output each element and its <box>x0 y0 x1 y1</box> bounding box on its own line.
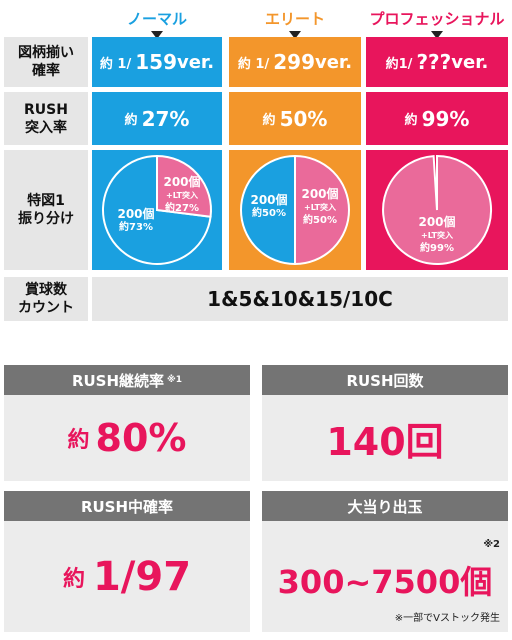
rush-prob-header: RUSH中確率 <box>4 491 250 521</box>
elite-slice-a-line2: 約50% <box>252 208 286 219</box>
elite-slice-a-text: 200個 約50% <box>249 194 289 220</box>
elite-slice-b-text: 200個 +LT突入 約50% <box>299 188 341 227</box>
normal-slice-a-text: 200個 +LT突入 約27% <box>160 176 204 215</box>
rounds-value: 140回 <box>326 419 444 464</box>
probability-normal: 約 1/159 ver. <box>92 37 222 87</box>
payout-body: ※2 300~7500個 ※一部でVストック発生 <box>262 521 508 632</box>
payout-value: 300~7500個 <box>277 562 493 601</box>
elite-slice-b-line1: 200個 <box>301 187 339 201</box>
payout-note: ※2 <box>483 539 500 550</box>
payout-footnote: ※一部でVストック発生 <box>394 613 500 624</box>
mode-elite-header: エリート <box>229 8 361 39</box>
probability-normal-prefix: 約 1/ <box>99 56 132 72</box>
pro-slice-a-line1: 200個 <box>418 215 456 229</box>
probability-normal-value: 159 <box>135 50 177 74</box>
continuation-header: RUSH継続率 ※1 <box>4 365 250 395</box>
rush-entry-normal-prefix: 約 <box>124 113 138 128</box>
rush-entry-elite: 約 50% <box>229 92 361 145</box>
payout-title: 大当り出玉 <box>347 497 423 516</box>
rush-entry-pro-prefix: 約 <box>404 113 418 128</box>
row-label-rush-entry: RUSH 突入率 <box>4 92 88 145</box>
pro-slice-a-line2: +LT突入 <box>421 231 453 240</box>
rounds-title: RUSH回数 <box>346 371 424 390</box>
normal-slice-b-text: 200個 約73% <box>114 208 158 234</box>
probability-pro-value: ??? <box>416 50 452 74</box>
count-value: 1&5&10&15/10C <box>92 277 508 321</box>
normal-slice-b-line2: 約73% <box>119 222 153 233</box>
rush-entry-elite-value: 50% <box>279 106 328 131</box>
elite-slice-b-line3: 約50% <box>303 215 337 226</box>
rush-prob-value: 1/97 <box>92 553 192 600</box>
probability-elite-value: 299 <box>273 50 315 74</box>
pie-slice-elite-50-left <box>240 154 296 266</box>
mode-pro-label: プロフェッショナル <box>369 10 505 28</box>
down-arrow-icon <box>289 31 301 39</box>
pie-slice-normal-27 <box>156 154 212 218</box>
pro-slice-a-line3: 約99% <box>420 243 454 254</box>
rush-prob-body: 約 1/97 <box>4 521 250 632</box>
rush-prob-title: RUSH中確率 <box>80 497 174 516</box>
normal-slice-b-line1: 200個 <box>117 207 155 221</box>
down-arrow-icon <box>151 31 163 39</box>
probability-pro-prefix: 約1/ <box>385 56 413 72</box>
payout-header: 大当り出玉 <box>262 491 508 521</box>
continuation-body: 約 80% <box>4 395 250 481</box>
probability-elite: 約 1/299 ver. <box>229 37 361 87</box>
distribution-pro: 200個 +LT突入 約99% <box>366 150 508 270</box>
pie-slice-elite-50-right <box>294 154 350 266</box>
mode-normal-header: ノーマル <box>92 8 222 39</box>
distribution-elite-pie <box>240 154 350 266</box>
normal-slice-a-line1: 200個 <box>163 175 201 189</box>
elite-slice-a-line1: 200個 <box>250 193 288 207</box>
mode-elite-label: エリート <box>264 10 325 28</box>
mode-pro-header: プロフェッショナル <box>366 8 508 39</box>
row-label-probability: 図柄揃い 確率 <box>4 37 88 87</box>
continuation-note: ※1 <box>167 375 183 385</box>
down-arrow-icon <box>431 31 443 39</box>
rush-entry-normal: 約 27% <box>92 92 222 145</box>
distribution-normal-pie <box>101 154 212 265</box>
rush-entry-elite-prefix: 約 <box>262 113 276 128</box>
row-label-count: 賞球数 カウント <box>4 277 88 321</box>
continuation-prefix: 約 <box>67 428 90 453</box>
probability-pro-suffix: ver. <box>451 51 489 73</box>
distribution-elite: 200個 約50% 200個 +LT突入 約50% <box>229 150 361 270</box>
pro-slice-a-text: 200個 +LT突入 約99% <box>414 216 460 255</box>
distribution-pro-pie <box>382 154 493 265</box>
rush-prob-prefix: 約 <box>62 566 85 592</box>
normal-slice-a-line2: +LT突入 <box>166 191 198 200</box>
row-label-distribution: 特図1 振り分け <box>4 150 88 270</box>
rounds-body: 140回 <box>262 395 508 481</box>
probability-elite-suffix: ver. <box>314 51 353 73</box>
rush-entry-normal-value: 27% <box>141 106 190 131</box>
rush-entry-pro: 約 99% <box>366 92 508 145</box>
probability-normal-suffix: ver. <box>176 51 215 73</box>
mode-normal-label: ノーマル <box>126 10 187 28</box>
probability-pro: 約1/??? ver. <box>366 37 508 87</box>
normal-slice-a-line3: 約27% <box>165 203 199 214</box>
distribution-normal: 200個 +LT突入 約27% 200個 約73% <box>92 150 222 270</box>
continuation-title: RUSH継続率 <box>71 371 165 390</box>
rounds-header: RUSH回数 <box>262 365 508 395</box>
elite-slice-b-line2: +LT突入 <box>304 203 336 212</box>
continuation-value: 80% <box>95 416 187 460</box>
rush-entry-pro-value: 99% <box>421 106 470 131</box>
probability-elite-prefix: 約 1/ <box>237 56 270 72</box>
